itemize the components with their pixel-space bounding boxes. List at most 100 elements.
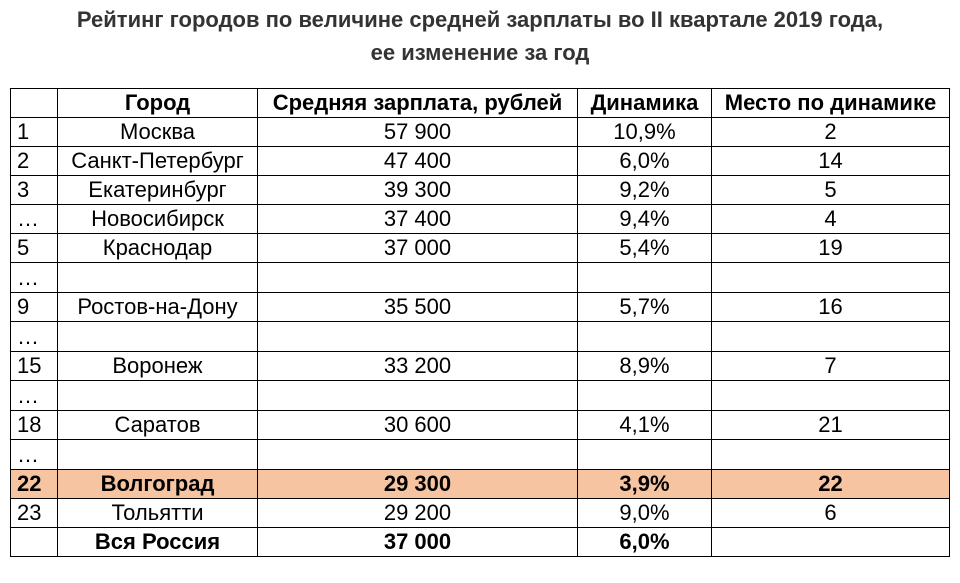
cell-place <box>711 262 950 293</box>
cell-city: Тольятти <box>57 498 258 528</box>
table-row: … <box>10 380 950 411</box>
cell-rank: … <box>10 262 58 293</box>
cell-salary: 37 000 <box>257 233 578 263</box>
cell-rank: … <box>10 439 58 470</box>
cell-city <box>57 321 258 352</box>
cell-change: 4,1% <box>577 410 712 440</box>
cell-place: 19 <box>711 233 950 263</box>
table-header-row: Город Средняя зарплата, рублей Динамика … <box>10 88 950 118</box>
cell-salary: 29 300 <box>257 469 578 499</box>
table-row: 23 Тольятти 29 200 9,0% 6 <box>10 498 950 528</box>
title-line-2: ее изменение за год <box>370 40 590 65</box>
cell-change <box>577 439 712 470</box>
cell-city: Воронеж <box>57 351 258 381</box>
cell-city <box>57 262 258 293</box>
cell-change: 3,9% <box>577 469 712 499</box>
header-city: Город <box>57 88 258 118</box>
cell-change: 5,7% <box>577 292 712 322</box>
cell-salary: 29 200 <box>257 498 578 528</box>
cell-salary <box>257 380 578 411</box>
cell-place: 22 <box>711 469 950 499</box>
cell-place: 7 <box>711 351 950 381</box>
cell-change: 9,4% <box>577 204 712 234</box>
cell-change: 6,0% <box>577 527 712 557</box>
table-row: … <box>10 321 950 352</box>
cell-salary: 57 900 <box>257 117 578 147</box>
cell-city <box>57 439 258 470</box>
cell-rank: … <box>10 380 58 411</box>
cell-rank: … <box>10 321 58 352</box>
cell-change <box>577 380 712 411</box>
cell-city: Вся Россия <box>57 527 258 557</box>
cell-city: Ростов-на-Дону <box>57 292 258 322</box>
cell-place <box>711 439 950 470</box>
cell-city <box>57 380 258 411</box>
table-row: 2 Санкт-Петербург 47 400 6,0% 14 <box>10 146 950 176</box>
table-row: … <box>10 439 950 470</box>
cell-change <box>577 321 712 352</box>
cell-salary: 47 400 <box>257 146 578 176</box>
cell-salary: 33 200 <box>257 351 578 381</box>
cell-place: 2 <box>711 117 950 147</box>
page-title: Рейтинг городов по величине средней зарп… <box>0 0 960 69</box>
cell-place: 16 <box>711 292 950 322</box>
cell-change <box>577 262 712 293</box>
table-row: 5 Краснодар 37 000 5,4% 19 <box>10 233 950 263</box>
header-rank <box>10 88 58 118</box>
table-row: 1 Москва 57 900 10,9% 2 <box>10 117 950 147</box>
cell-place: 14 <box>711 146 950 176</box>
cell-change: 10,9% <box>577 117 712 147</box>
cell-rank: 3 <box>10 175 58 205</box>
cell-city: Санкт-Петербург <box>57 146 258 176</box>
cell-city: Волгоград <box>57 469 258 499</box>
table-row: 3 Екатеринбург 39 300 9,2% 5 <box>10 175 950 205</box>
cell-city: Новосибирск <box>57 204 258 234</box>
cell-city: Москва <box>57 117 258 147</box>
cell-place: 4 <box>711 204 950 234</box>
cell-city: Краснодар <box>57 233 258 263</box>
cell-place: 6 <box>711 498 950 528</box>
cell-salary: 30 600 <box>257 410 578 440</box>
cell-change: 5,4% <box>577 233 712 263</box>
cell-place <box>711 527 950 557</box>
cell-place: 5 <box>711 175 950 205</box>
header-change: Динамика <box>577 88 712 118</box>
cell-rank: 23 <box>10 498 58 528</box>
table-row: 22 Волгоград 29 300 3,9% 22 <box>10 469 950 499</box>
cell-rank: 22 <box>10 469 58 499</box>
cell-city: Саратов <box>57 410 258 440</box>
table-row: 18 Саратов 30 600 4,1% 21 <box>10 410 950 440</box>
cell-salary: 39 300 <box>257 175 578 205</box>
cell-rank: 2 <box>10 146 58 176</box>
table-row: Вся Россия 37 000 6,0% <box>10 527 950 557</box>
cell-change: 8,9% <box>577 351 712 381</box>
cell-rank: 15 <box>10 351 58 381</box>
cell-city: Екатеринбург <box>57 175 258 205</box>
cell-rank: 9 <box>10 292 58 322</box>
cell-salary: 37 000 <box>257 527 578 557</box>
cell-salary: 35 500 <box>257 292 578 322</box>
cell-rank: 18 <box>10 410 58 440</box>
cell-change: 9,2% <box>577 175 712 205</box>
table-row: 9 Ростов-на-Дону 35 500 5,7% 16 <box>10 292 950 322</box>
cell-rank: … <box>10 204 58 234</box>
cell-place <box>711 321 950 352</box>
cell-change: 6,0% <box>577 146 712 176</box>
table-row: 15 Воронеж 33 200 8,9% 7 <box>10 351 950 381</box>
table-row: … Новосибирск 37 400 9,4% 4 <box>10 204 950 234</box>
cell-rank: 1 <box>10 117 58 147</box>
cell-salary <box>257 262 578 293</box>
cell-salary <box>257 321 578 352</box>
cell-salary: 37 400 <box>257 204 578 234</box>
cell-place <box>711 380 950 411</box>
title-line-1: Рейтинг городов по величине средней зарп… <box>76 7 884 32</box>
table-body: 1 Москва 57 900 10,9% 2 2 Санкт-Петербург 47 40… <box>10 117 950 557</box>
salary-table: Город Средняя зарплата, рублей Динамика … <box>10 88 950 557</box>
table-row: … <box>10 262 950 293</box>
header-salary: Средняя зарплата, рублей <box>257 88 578 118</box>
cell-salary <box>257 439 578 470</box>
cell-rank <box>10 527 58 557</box>
header-place: Место по динамике <box>711 88 950 118</box>
cell-rank: 5 <box>10 233 58 263</box>
cell-change: 9,0% <box>577 498 712 528</box>
